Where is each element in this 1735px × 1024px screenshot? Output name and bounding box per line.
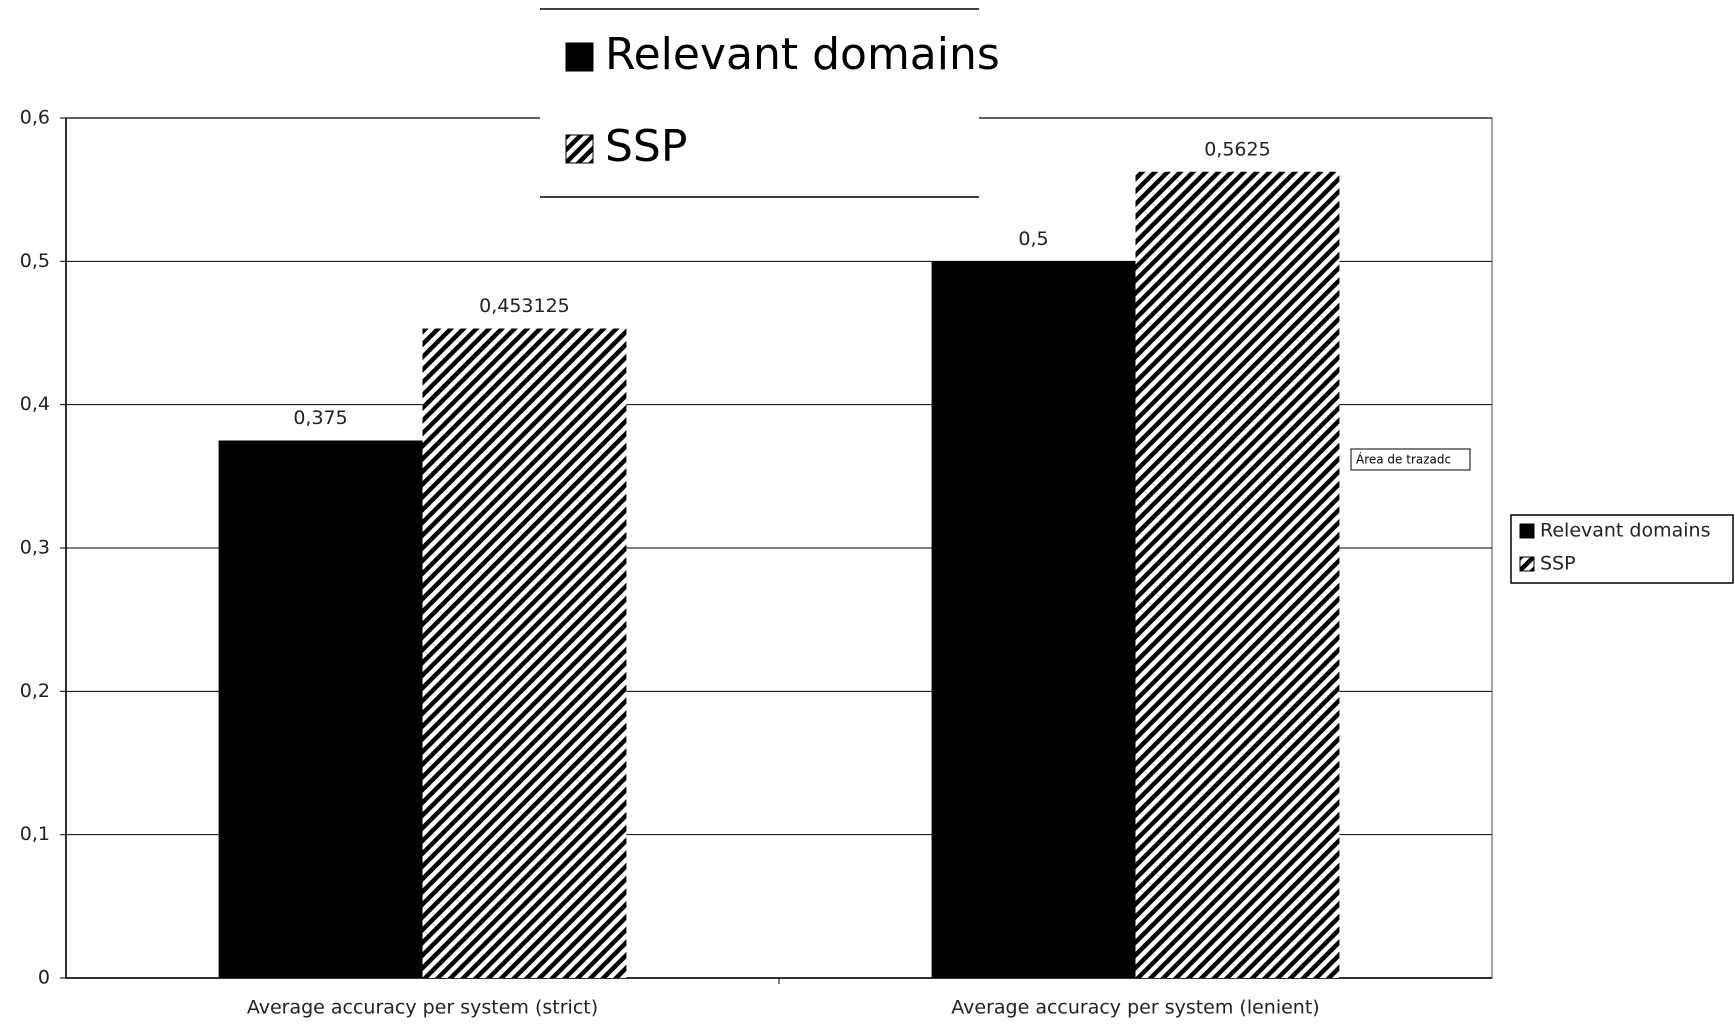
value-label: 0,5	[1018, 228, 1048, 250]
legend-label: SSP	[1540, 553, 1576, 575]
tooltip: Área de trazadc	[1356, 452, 1451, 467]
value-label: 0,5625	[1204, 138, 1270, 160]
legend-swatch	[1519, 556, 1535, 572]
legend-label: SSP	[605, 121, 687, 172]
bar	[1135, 171, 1340, 978]
legend-label: Relevant domains	[605, 29, 1000, 80]
value-label: 0,453125	[479, 295, 570, 317]
y-tick-label: 0,5	[20, 250, 50, 272]
legend-swatch	[565, 42, 594, 72]
x-tick-label: Average accuracy per system (lenient)	[951, 997, 1319, 1019]
tooltip-box	[1350, 448, 1471, 471]
y-tick-label: 0,6	[20, 107, 50, 129]
bar	[218, 440, 423, 978]
y-tick-label: 0	[38, 967, 50, 989]
legend-box	[1510, 514, 1734, 584]
legend-swatch	[565, 134, 594, 164]
legend-swatch	[1519, 523, 1535, 539]
y-tick-label: 0,2	[20, 680, 50, 702]
y-tick-label: 0,3	[20, 537, 50, 559]
bar	[422, 328, 627, 978]
x-tick-label: Average accuracy per system (strict)	[247, 997, 598, 1019]
legend-label: Relevant domains	[1540, 520, 1710, 542]
y-tick-label: 0,1	[20, 823, 50, 845]
value-label: 0,375	[293, 407, 347, 429]
y-tick-label: 0,4	[20, 393, 50, 415]
bar	[931, 261, 1136, 978]
legend-box-large	[540, 9, 979, 197]
